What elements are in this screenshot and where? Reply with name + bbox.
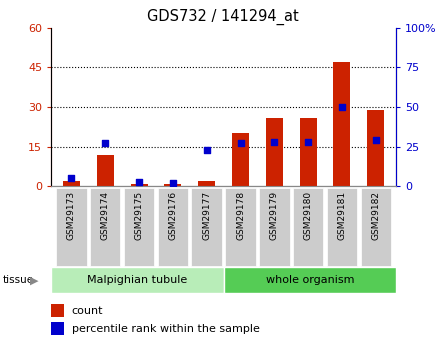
FancyBboxPatch shape — [90, 188, 121, 266]
Bar — [165, 184, 182, 186]
Text: GSM29173: GSM29173 — [67, 191, 76, 240]
Bar — [51, 322, 64, 335]
Bar — [51, 304, 64, 317]
FancyBboxPatch shape — [56, 188, 87, 266]
Text: GSM29181: GSM29181 — [337, 191, 347, 240]
FancyBboxPatch shape — [293, 188, 324, 266]
Bar — [131, 184, 148, 186]
FancyBboxPatch shape — [51, 267, 224, 293]
Point — [338, 104, 345, 110]
Point — [271, 139, 278, 145]
Point — [68, 176, 75, 181]
Text: GSM29178: GSM29178 — [236, 191, 245, 240]
Text: GDS732 / 141294_at: GDS732 / 141294_at — [146, 9, 299, 25]
Bar — [367, 110, 384, 186]
Point — [203, 147, 210, 152]
Text: Malpighian tubule: Malpighian tubule — [87, 275, 187, 285]
Point — [372, 138, 379, 143]
Text: GSM29177: GSM29177 — [202, 191, 211, 240]
FancyBboxPatch shape — [124, 188, 154, 266]
FancyBboxPatch shape — [259, 188, 290, 266]
Text: count: count — [72, 306, 103, 316]
Bar — [333, 62, 350, 186]
Bar — [97, 155, 114, 186]
Bar — [232, 134, 249, 186]
Text: percentile rank within the sample: percentile rank within the sample — [72, 324, 260, 334]
Text: GSM29182: GSM29182 — [371, 191, 380, 240]
Point — [304, 139, 311, 145]
Point — [136, 179, 143, 184]
Bar — [198, 181, 215, 186]
Text: ▶: ▶ — [30, 275, 39, 285]
Point — [237, 141, 244, 146]
Text: GSM29174: GSM29174 — [101, 191, 110, 240]
Bar — [63, 181, 80, 186]
Text: tissue: tissue — [2, 275, 33, 285]
Text: GSM29176: GSM29176 — [168, 191, 178, 240]
Bar — [299, 118, 316, 186]
Bar — [266, 118, 283, 186]
Text: GSM29180: GSM29180 — [303, 191, 313, 240]
FancyBboxPatch shape — [327, 188, 357, 266]
Point — [102, 141, 109, 146]
FancyBboxPatch shape — [191, 188, 222, 266]
Text: GSM29179: GSM29179 — [270, 191, 279, 240]
FancyBboxPatch shape — [360, 188, 391, 266]
FancyBboxPatch shape — [158, 188, 188, 266]
FancyBboxPatch shape — [224, 267, 396, 293]
Text: whole organism: whole organism — [266, 275, 354, 285]
Point — [170, 180, 177, 186]
FancyBboxPatch shape — [225, 188, 256, 266]
Text: GSM29175: GSM29175 — [134, 191, 144, 240]
